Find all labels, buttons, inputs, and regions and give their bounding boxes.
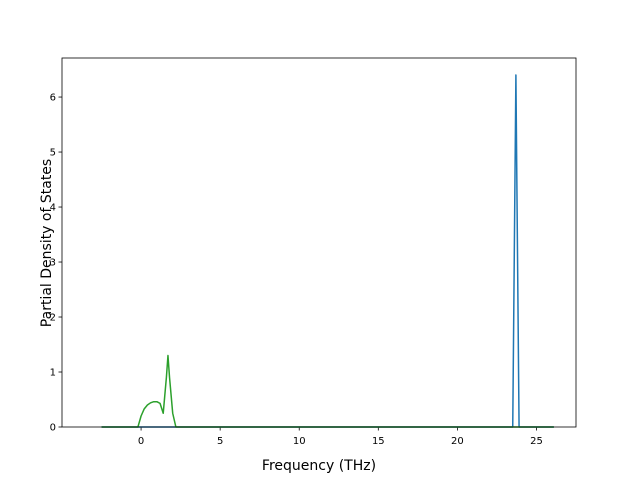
plot-frame <box>61 57 577 428</box>
y-tick-label: 2 <box>50 313 56 324</box>
y-tick-label: 6 <box>50 93 56 104</box>
y-axis-title: Partial Density of States <box>39 159 55 327</box>
y-tick-label: 0 <box>50 423 56 434</box>
x-tick-label: 5 <box>217 436 223 447</box>
y-tick-label: 4 <box>50 203 56 214</box>
series-line <box>101 354 554 428</box>
x-tick-label: 15 <box>372 436 385 447</box>
x-tick-label: 25 <box>530 436 543 447</box>
y-tick-label: 1 <box>50 368 56 379</box>
x-tick-label: 10 <box>293 436 306 447</box>
y-tick-label: 5 <box>50 148 56 159</box>
y-tick-label: 3 <box>50 258 56 269</box>
x-axis-title: Frequency (THz) <box>262 458 376 474</box>
x-tick-label: 20 <box>451 436 464 447</box>
x-tick-label: 0 <box>138 436 144 447</box>
